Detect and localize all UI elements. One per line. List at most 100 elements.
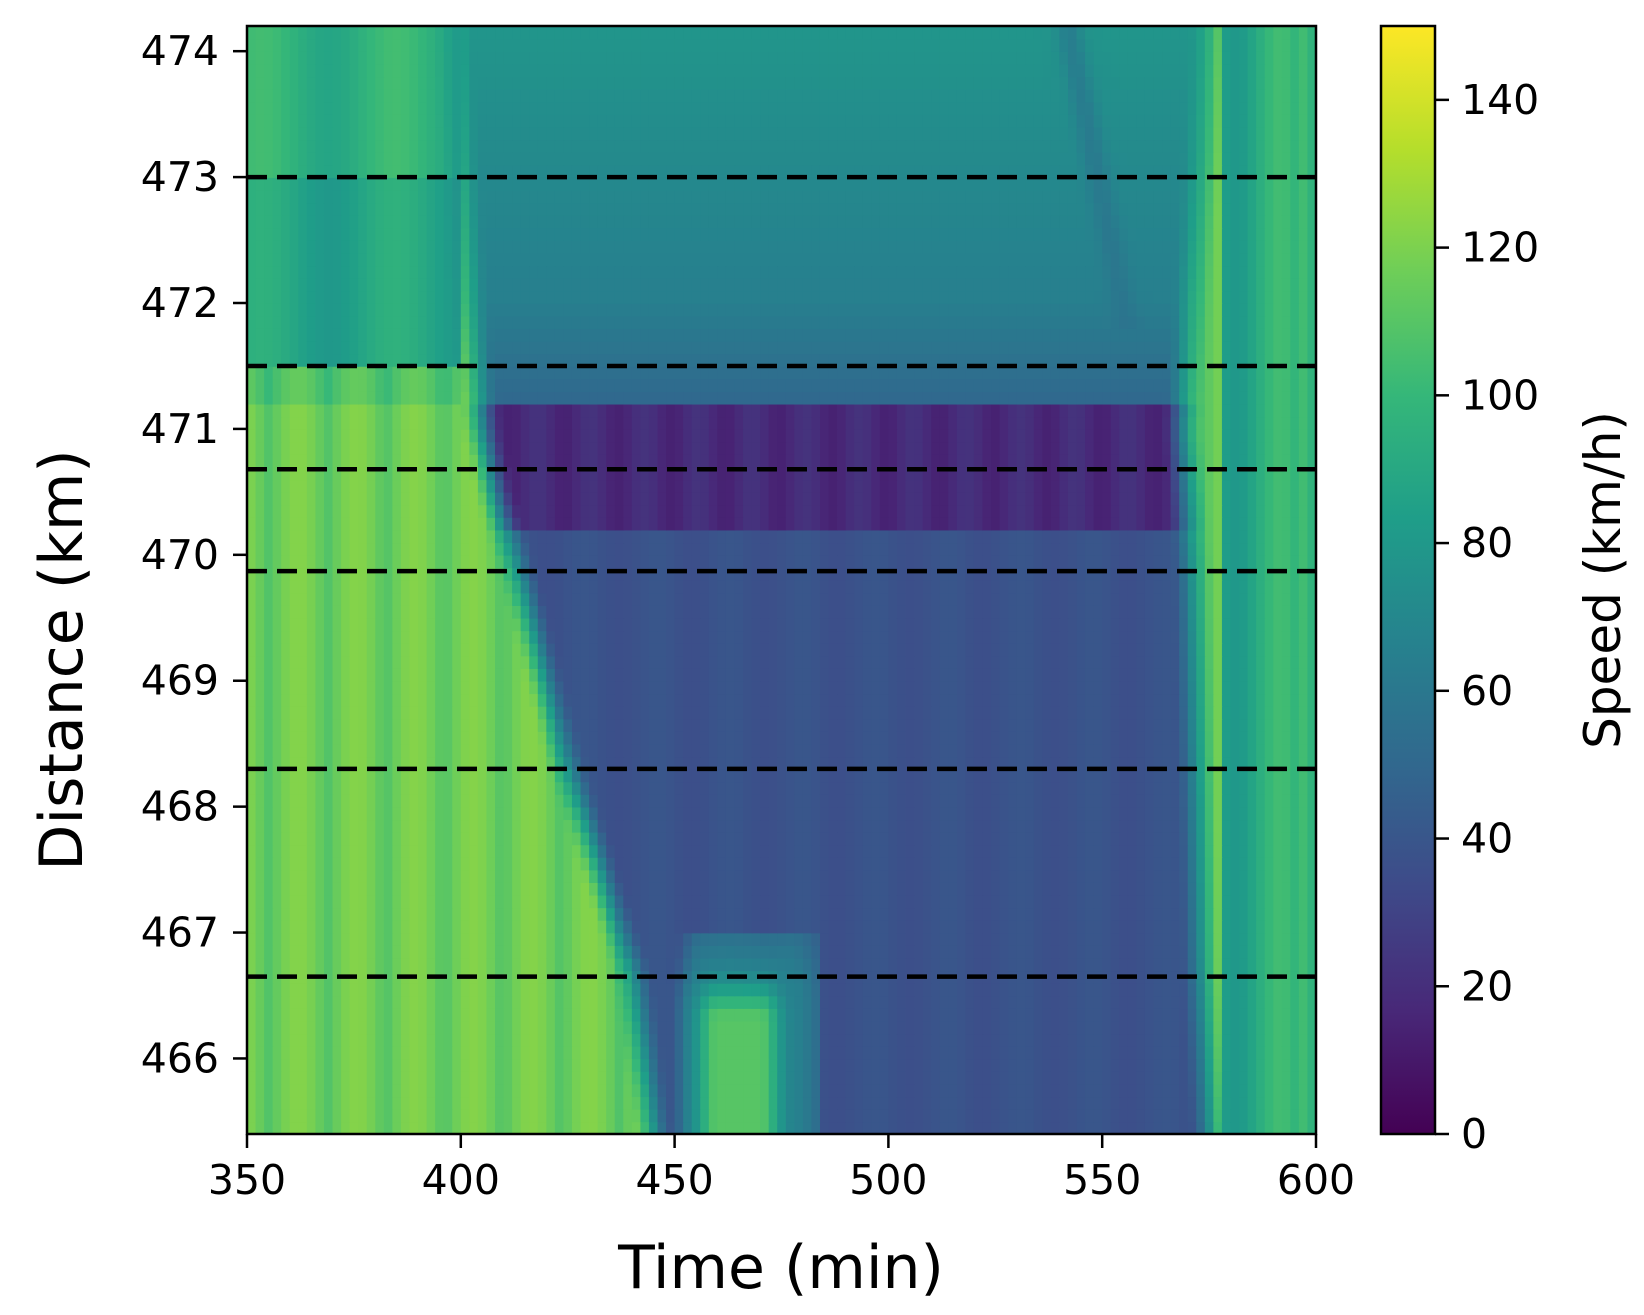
heatmap-cell bbox=[1050, 794, 1061, 808]
heatmap-cell bbox=[888, 731, 898, 745]
heatmap-cell bbox=[452, 768, 462, 783]
heatmap-cell bbox=[879, 655, 890, 669]
heatmap-cell bbox=[1247, 982, 1257, 997]
heatmap-cell bbox=[871, 844, 881, 858]
heatmap-cell bbox=[1204, 693, 1215, 707]
heatmap-cell bbox=[537, 680, 548, 695]
heatmap-cell bbox=[1264, 668, 1275, 682]
heatmap-cell bbox=[879, 857, 890, 871]
heatmap-cell bbox=[1239, 894, 1249, 909]
heatmap-cell bbox=[1085, 1121, 1095, 1134]
heatmap-cell bbox=[383, 957, 394, 972]
heatmap-cell bbox=[734, 718, 744, 732]
heatmap-cell bbox=[1059, 907, 1069, 921]
heatmap-cell bbox=[400, 907, 411, 921]
heatmap-cell bbox=[734, 705, 744, 720]
heatmap-cell bbox=[888, 1045, 898, 1060]
heatmap-cell bbox=[580, 882, 590, 896]
heatmap-cell bbox=[674, 668, 684, 682]
heatmap-cell bbox=[597, 1071, 607, 1085]
heatmap-cell bbox=[811, 982, 821, 997]
heatmap-cell bbox=[1085, 1108, 1095, 1123]
heatmap-cell bbox=[606, 932, 616, 946]
heatmap-cell bbox=[1136, 1045, 1146, 1060]
heatmap-cell bbox=[1247, 995, 1257, 1009]
heatmap-cell bbox=[418, 869, 428, 883]
heatmap-cell bbox=[999, 982, 1009, 997]
heatmap-cell bbox=[349, 743, 359, 758]
heatmap-cell bbox=[503, 1083, 513, 1098]
heatmap-cell bbox=[777, 1096, 787, 1110]
heatmap-cell bbox=[879, 693, 890, 707]
heatmap-cell bbox=[503, 1121, 513, 1134]
heatmap-cell bbox=[982, 945, 992, 959]
heatmap-cell bbox=[375, 1045, 385, 1060]
heatmap-cell bbox=[905, 642, 915, 657]
heatmap-cell bbox=[247, 1096, 257, 1110]
heatmap-cell bbox=[1076, 932, 1086, 946]
heatmap-cell bbox=[905, 945, 915, 959]
heatmap-cell bbox=[306, 794, 317, 808]
heatmap-cell bbox=[323, 1108, 334, 1123]
heatmap-cell bbox=[1221, 781, 1232, 795]
heatmap-cell bbox=[768, 831, 779, 846]
heatmap-cell bbox=[460, 844, 471, 858]
heatmap-cell bbox=[281, 668, 291, 682]
heatmap-cell bbox=[477, 705, 488, 720]
heatmap-cell bbox=[1008, 768, 1018, 783]
heatmap-cell bbox=[1264, 756, 1275, 770]
heatmap-cell bbox=[965, 781, 975, 795]
heatmap-cell bbox=[477, 680, 488, 695]
heatmap-cell bbox=[247, 932, 257, 946]
heatmap-cell bbox=[871, 756, 881, 770]
heatmap-cell bbox=[862, 1045, 873, 1060]
heatmap-cell bbox=[648, 718, 659, 732]
heatmap-cell bbox=[845, 819, 855, 833]
heatmap-cell bbox=[751, 655, 761, 669]
heatmap-cell bbox=[931, 982, 941, 997]
heatmap-cell bbox=[828, 806, 838, 821]
heatmap-cell bbox=[1067, 919, 1078, 934]
heatmap-cell bbox=[1016, 844, 1027, 858]
heatmap-cell bbox=[691, 819, 702, 833]
heatmap-cell bbox=[802, 781, 813, 795]
heatmap-cell bbox=[734, 919, 744, 934]
heatmap-cell bbox=[272, 642, 283, 657]
heatmap-cell bbox=[854, 1121, 864, 1134]
heatmap-cell bbox=[896, 630, 907, 644]
heatmap-cell bbox=[905, 932, 915, 946]
heatmap-cell bbox=[383, 630, 394, 644]
heatmap-cell bbox=[375, 995, 385, 1009]
heatmap-cell bbox=[409, 781, 419, 795]
heatmap-cell bbox=[1127, 857, 1138, 871]
heatmap-cell bbox=[1247, 705, 1257, 720]
heatmap-cell bbox=[529, 1020, 539, 1035]
heatmap-cell bbox=[1033, 743, 1044, 758]
heatmap-cell bbox=[289, 882, 300, 896]
heatmap-cell bbox=[819, 655, 830, 669]
heatmap-cell bbox=[332, 1008, 342, 1022]
heatmap-cell bbox=[965, 1083, 975, 1098]
heatmap-cell bbox=[563, 642, 573, 657]
heatmap-cell bbox=[486, 982, 496, 997]
heatmap-cell bbox=[281, 857, 291, 871]
heatmap-cell bbox=[1059, 718, 1069, 732]
heatmap-cell bbox=[580, 756, 590, 770]
heatmap-cell bbox=[298, 857, 308, 871]
heatmap-cell bbox=[948, 1058, 958, 1072]
heatmap-cell bbox=[1008, 1058, 1018, 1072]
heatmap-cell bbox=[571, 957, 582, 972]
heatmap-cell bbox=[640, 680, 650, 695]
heatmap-cell bbox=[315, 1083, 325, 1098]
heatmap-cell bbox=[1067, 680, 1078, 695]
heatmap-cell bbox=[520, 857, 531, 871]
heatmap-cell bbox=[1050, 768, 1061, 783]
heatmap-cell bbox=[683, 642, 693, 657]
heatmap-cell bbox=[1016, 831, 1027, 846]
heatmap-cell bbox=[931, 857, 941, 871]
heatmap-cell bbox=[563, 831, 573, 846]
heatmap-cell bbox=[486, 857, 496, 871]
heatmap-cell bbox=[828, 693, 838, 707]
heatmap-cell bbox=[503, 1058, 513, 1072]
heatmap-cell bbox=[1196, 869, 1206, 883]
